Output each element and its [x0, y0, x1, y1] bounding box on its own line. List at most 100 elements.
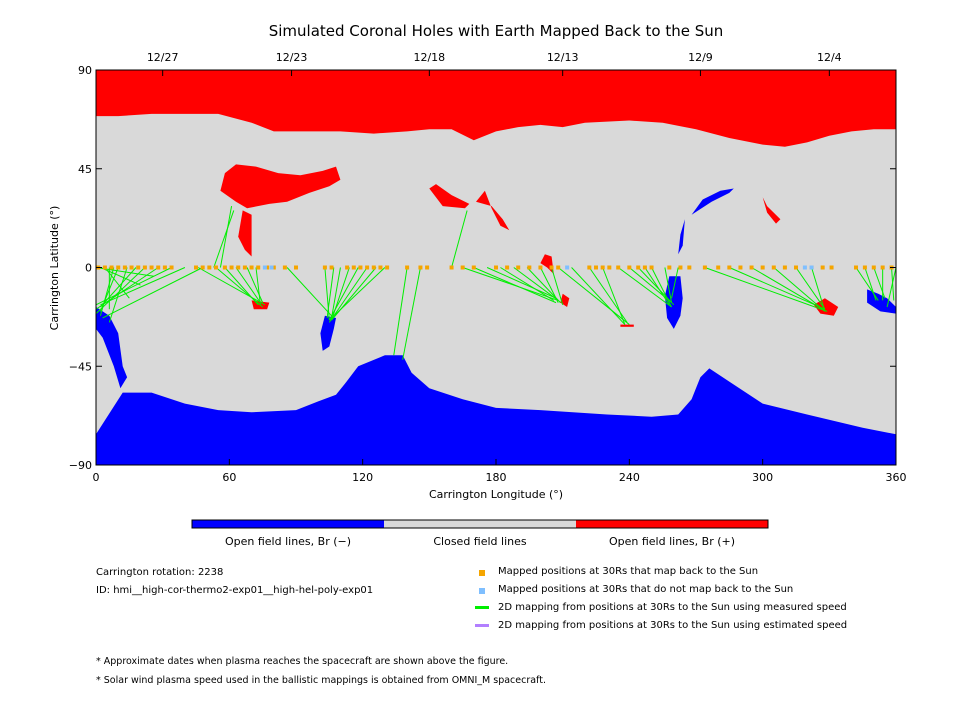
- colorbar-open-negative: [192, 520, 384, 528]
- measured-mapping-line: [96, 267, 172, 306]
- mapped-position-marker: [265, 265, 270, 270]
- mapped-position-marker: [358, 265, 363, 270]
- mapped-position-marker: [329, 265, 334, 270]
- y-axis-label: Carrington Latitude (°): [48, 206, 61, 331]
- measured-mapping-line: [324, 267, 330, 321]
- x-tick-label: 180: [486, 471, 507, 484]
- coronal-hole-patch-positive: [476, 190, 510, 231]
- colorbar-label-positive: Open field lines, Br (+): [609, 535, 735, 548]
- measured-mapping-line: [326, 267, 335, 319]
- map-axes: 0 60 120 180 240 300 360 90 45 0 −45 −90 12/27 12/23 1…: [69, 51, 907, 484]
- mapped-position-marker: [385, 265, 390, 270]
- measured-mapping-line: [729, 267, 826, 310]
- measured-mapping-line: [393, 267, 408, 356]
- unmapped-position-marker: [269, 265, 274, 270]
- mapped-position-marker: [667, 265, 672, 270]
- legend-swatch-measured: [475, 606, 489, 609]
- colorbar-label-negative: Open field lines, Br (−): [225, 535, 351, 548]
- mapped-position-marker: [322, 265, 327, 270]
- coronal-hole-patch-negative: [678, 219, 685, 255]
- mapped-position-marker: [222, 265, 227, 270]
- mapped-position-marker: [527, 265, 532, 270]
- mapped-position-marker: [829, 265, 834, 270]
- mapped-position-marker: [249, 265, 254, 270]
- measured-mapping-line: [557, 267, 630, 325]
- coronal-hole-patch-negative: [96, 307, 128, 389]
- measured-mapping-line: [671, 267, 679, 299]
- coronal-hole-patch-positive: [762, 197, 781, 224]
- mapped-position-marker: [862, 265, 867, 270]
- measured-mapping-line: [451, 210, 468, 268]
- mapped-position-marker: [538, 265, 543, 270]
- measured-mapping-line: [664, 267, 673, 303]
- measured-mapping-line: [102, 267, 203, 319]
- mapped-position-marker: [549, 265, 554, 270]
- mapped-position-marker: [594, 265, 598, 270]
- mapped-position-marker: [556, 265, 561, 270]
- measured-mapping-line: [704, 267, 828, 312]
- mapped-position-marker: [371, 265, 376, 270]
- measured-mapping-line: [886, 267, 896, 308]
- mapped-position-marker: [142, 265, 147, 270]
- mapped-position-marker: [418, 265, 423, 270]
- mapped-position-marker: [760, 265, 765, 270]
- measured-mapping-line: [486, 267, 557, 299]
- mapped-position-marker: [749, 265, 754, 270]
- measured-mapping-line: [224, 267, 259, 306]
- coronal-hole-patch-positive: [238, 210, 252, 257]
- footnote-dates: * Approximate dates when plasma reaches …: [96, 656, 509, 667]
- mapped-position-marker: [642, 265, 647, 270]
- mapped-position-marker: [294, 265, 298, 270]
- measured-mapping-line: [286, 267, 332, 317]
- mapped-position-marker: [600, 265, 605, 270]
- measured-mapping-line: [751, 267, 823, 310]
- x-axis-label: Carrington Longitude (°): [429, 488, 563, 501]
- x-tick-label: 0: [93, 471, 100, 484]
- measured-mapping-line: [651, 267, 673, 308]
- measured-mapping-line: [602, 267, 626, 325]
- mapped-position-marker: [207, 265, 212, 270]
- x-tick-label: 60: [222, 471, 236, 484]
- measured-mapping-line: [100, 267, 137, 308]
- measured-mapping-line: [331, 267, 341, 319]
- colorbar-open-positive: [576, 520, 768, 528]
- measured-mapping-line: [246, 267, 264, 303]
- legend-unmapped: Mapped positions at 30Rs that do not map…: [498, 584, 794, 595]
- measured-mapping-line: [864, 267, 877, 301]
- map-plot-area: [96, 70, 896, 465]
- measured-mapping-line: [644, 267, 670, 306]
- unmapped-position-marker: [802, 265, 807, 270]
- mapped-position-marker: [194, 265, 198, 270]
- measured-mapping-line: [96, 267, 146, 314]
- mapped-position-marker: [102, 265, 107, 270]
- measured-mapping-line: [500, 267, 555, 301]
- top-date-label: 12/27: [147, 51, 179, 64]
- mapped-position-marker: [782, 265, 787, 270]
- mapped-position-marker: [820, 265, 825, 270]
- north-polar-coronal-hole: [96, 70, 896, 147]
- measured-mapping-line: [773, 267, 826, 312]
- mapped-position-marker: [122, 265, 127, 270]
- mapped-position-marker: [871, 265, 876, 270]
- mapped-position-marker: [214, 265, 218, 270]
- carrington-rotation: Carrington rotation: 2238: [96, 567, 224, 578]
- mapped-position-marker: [727, 265, 732, 270]
- measured-mapping-line: [539, 267, 559, 303]
- coronal-hole-patch-positive: [620, 324, 634, 327]
- measured-mapping-line: [795, 267, 826, 310]
- mapped-position-marker: [169, 265, 174, 270]
- unmapped-position-marker: [262, 265, 267, 270]
- measured-mapping-line: [328, 267, 386, 321]
- measured-mapping-line: [197, 267, 266, 306]
- mapped-position-marker: [505, 265, 510, 270]
- measured-mapping-line: [213, 210, 235, 268]
- x-tick-label: 300: [752, 471, 773, 484]
- mapped-position-marker: [129, 265, 134, 270]
- mapped-position-marker: [351, 265, 356, 270]
- colorbar-border: [191, 519, 769, 529]
- top-date-label: 12/9: [688, 51, 713, 64]
- mapped-position-marker: [365, 265, 370, 270]
- mapped-position-marker: [771, 265, 776, 270]
- x-tick-label: 240: [619, 471, 640, 484]
